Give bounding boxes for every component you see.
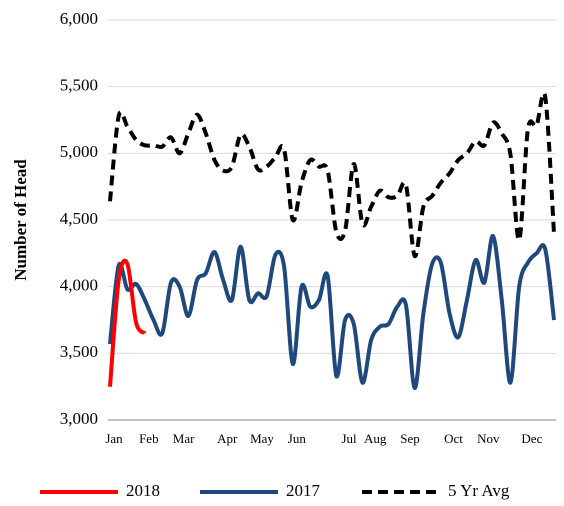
y-tick-label: 5,500 [60, 76, 98, 95]
y-axis-title: Number of Head [11, 159, 30, 281]
x-tick-label: Jun [288, 431, 307, 446]
x-tick-label: Apr [217, 431, 238, 446]
line-series [108, 233, 556, 391]
x-tick-label: Sep [400, 431, 420, 446]
x-tick-label: Dec [521, 431, 542, 446]
legend-label: 5 Yr Avg [448, 481, 510, 500]
x-tick-label: Mar [173, 431, 195, 446]
y-tick-label: 3,500 [60, 342, 98, 361]
legend-label: 2018 [126, 481, 160, 500]
x-tick-label: Jan [105, 431, 123, 446]
line-series [108, 258, 147, 387]
x-tick-label: Feb [139, 431, 159, 446]
x-tick-label: Nov [477, 431, 500, 446]
y-tick-label: 3,000 [60, 409, 98, 428]
y-tick-label: 4,500 [60, 209, 98, 228]
x-tick-label: Oct [444, 431, 463, 446]
y-tick-label: 4,000 [60, 276, 98, 295]
x-tick-label: May [250, 431, 274, 446]
x-tick-label: Aug [364, 431, 387, 446]
line-series [108, 91, 556, 259]
x-tick-label: Jul [341, 431, 357, 446]
legend-label: 2017 [286, 481, 321, 500]
y-tick-label: 6,000 [60, 9, 98, 28]
y-tick-label: 5,000 [60, 142, 98, 161]
